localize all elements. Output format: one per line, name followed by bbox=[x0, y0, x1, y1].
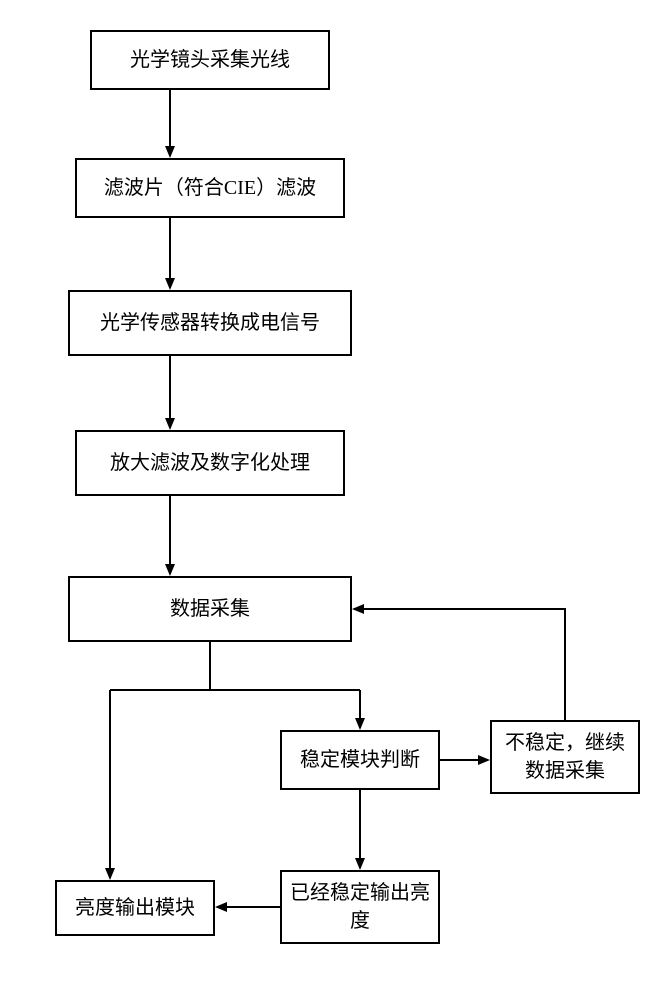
node-data-acquisition: 数据采集 bbox=[68, 576, 352, 642]
node-stable-output: 已经稳定输出亮度 bbox=[280, 870, 440, 944]
node-label: 放大滤波及数字化处理 bbox=[110, 449, 310, 477]
node-label: 不稳定，继续数据采集 bbox=[500, 729, 630, 785]
node-stable-check: 稳定模块判断 bbox=[280, 730, 440, 790]
node-label: 光学镜头采集光线 bbox=[130, 46, 290, 74]
node-brightness-output: 亮度输出模块 bbox=[55, 880, 215, 936]
node-label: 光学传感器转换成电信号 bbox=[100, 309, 320, 337]
node-filter-cie: 滤波片（符合CIE）滤波 bbox=[75, 158, 345, 218]
flowchart-edges bbox=[0, 0, 664, 1000]
node-label: 数据采集 bbox=[170, 595, 250, 623]
edge bbox=[354, 609, 565, 720]
node-label: 亮度输出模块 bbox=[75, 894, 195, 922]
node-optical-lens: 光学镜头采集光线 bbox=[90, 30, 330, 90]
node-optical-sensor: 光学传感器转换成电信号 bbox=[68, 290, 352, 356]
node-label: 滤波片（符合CIE）滤波 bbox=[104, 174, 316, 202]
node-amplify-digitize: 放大滤波及数字化处理 bbox=[75, 430, 345, 496]
node-label: 已经稳定输出亮度 bbox=[290, 879, 430, 935]
flowchart-canvas: 光学镜头采集光线 滤波片（符合CIE）滤波 光学传感器转换成电信号 放大滤波及数… bbox=[0, 0, 664, 1000]
node-label: 稳定模块判断 bbox=[300, 746, 420, 774]
node-unstable-continue: 不稳定，继续数据采集 bbox=[490, 720, 640, 794]
